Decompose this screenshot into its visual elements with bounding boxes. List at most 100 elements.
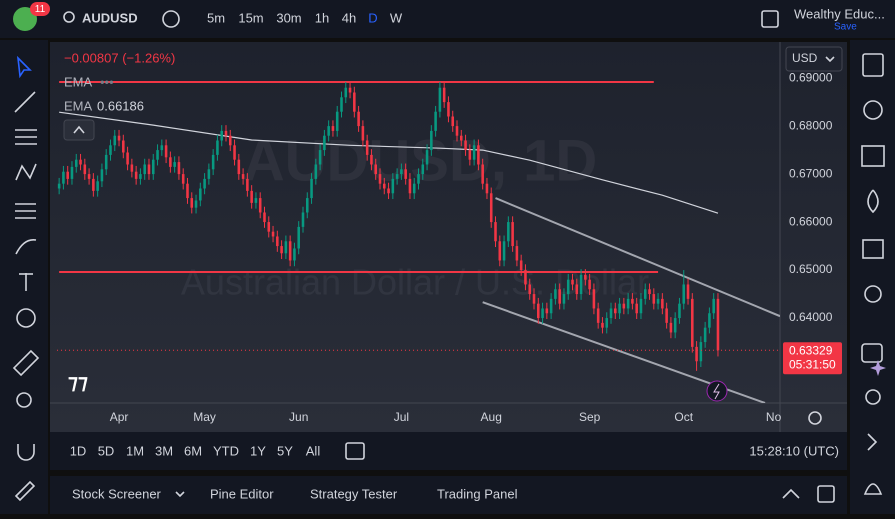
range-button[interactable]: 5D: [98, 443, 115, 458]
panel-collapse[interactable]: [782, 488, 800, 499]
candle-body: [348, 87, 352, 93]
candle-body: [169, 157, 172, 167]
watermark-subtitle: Australian Dollar / U.S. Dollar: [181, 262, 649, 303]
candle-body: [181, 174, 185, 184]
indicator-menu[interactable]: •••: [100, 74, 114, 89]
interval[interactable]: W: [390, 10, 403, 25]
panel-tab[interactable]: Pine Editor: [210, 486, 274, 501]
candle-body: [224, 130, 228, 136]
candle-body: [109, 145, 112, 155]
candle-body: [665, 308, 668, 323]
interval[interactable]: 5m: [207, 10, 225, 25]
interval[interactable]: D: [368, 10, 377, 25]
price-change: −0.00807 (−1.26%): [64, 50, 175, 65]
add-symbol[interactable]: [162, 10, 180, 28]
candle-body: [545, 308, 549, 314]
candle-body: [113, 135, 117, 146]
candle-body: [374, 164, 378, 175]
range-button[interactable]: 3M: [155, 443, 173, 458]
last-price-tag: [783, 342, 842, 375]
currency-select[interactable]: [785, 46, 843, 72]
candle-body: [678, 303, 681, 319]
candle-body: [425, 150, 429, 165]
tab-caret[interactable]: [175, 491, 185, 498]
range-button[interactable]: All: [306, 443, 321, 458]
candle-body: [340, 97, 343, 112]
indicator-name[interactable]: EMA: [64, 74, 93, 89]
currency[interactable]: USD: [792, 51, 818, 65]
ai-icon[interactable]: [870, 360, 886, 376]
layout-icon[interactable]: [761, 10, 779, 28]
candle-body: [494, 222, 497, 242]
range-button[interactable]: 1Y: [250, 443, 266, 458]
tv-logo: ⁊⁊: [68, 371, 88, 393]
bottom-panel: [50, 476, 847, 514]
candle-body: [241, 174, 245, 179]
candle-body: [485, 183, 489, 194]
panel-maximize[interactable]: [817, 485, 835, 503]
event-icon[interactable]: [706, 380, 728, 402]
candle-body: [515, 246, 519, 261]
candle-body: [57, 183, 61, 189]
left-toolbar: [0, 40, 48, 514]
range-button[interactable]: 5Y: [277, 443, 293, 458]
candle-body: [691, 298, 694, 347]
candle-body: [464, 140, 467, 151]
candle-body: [361, 126, 365, 141]
candle-body: [297, 226, 300, 249]
watermark-title: AUDUSD, 1D: [243, 128, 598, 193]
candle-body: [344, 87, 348, 98]
symbol[interactable]: AUDUSD: [82, 10, 138, 25]
search-icon[interactable]: [63, 11, 75, 23]
panel-tab[interactable]: Strategy Tester: [310, 486, 398, 501]
candle-body: [643, 289, 647, 299]
candle-body: [258, 198, 262, 213]
candle-body: [455, 126, 459, 136]
interval[interactable]: 1h: [315, 10, 329, 25]
plot: [57, 80, 780, 403]
candle-body: [207, 169, 211, 179]
candle-body: [83, 164, 87, 175]
badge: [30, 2, 50, 16]
range-button[interactable]: 6M: [184, 443, 202, 458]
candle-body: [335, 111, 339, 131]
panel-tab[interactable]: Trading Panel: [437, 486, 518, 501]
candle-body: [592, 289, 596, 309]
range-button[interactable]: 1M: [126, 443, 144, 458]
candle-body: [477, 145, 480, 165]
x-tick-label: May: [193, 410, 216, 424]
interval[interactable]: 30m: [276, 10, 301, 25]
candle-body: [408, 178, 412, 194]
save-label[interactable]: Save: [834, 22, 857, 33]
candle-body: [139, 174, 142, 179]
candle-body: [228, 135, 232, 146]
candle-body: [199, 188, 202, 201]
y-tick-label: 0.66000: [789, 214, 833, 228]
x-tick-label: Aug: [481, 410, 502, 424]
range-bar: [50, 432, 847, 470]
range-button[interactable]: 1D: [70, 443, 87, 458]
candle-body: [596, 308, 600, 323]
panel-tab[interactable]: Stock Screener: [72, 486, 162, 501]
candle-body: [451, 116, 455, 127]
date-range-icon[interactable]: [345, 442, 365, 460]
candle-body: [143, 164, 146, 175]
avatar[interactable]: [13, 7, 37, 31]
candle-body: [314, 164, 318, 179]
indicator-name[interactable]: EMA: [64, 98, 93, 113]
candle-body: [481, 164, 484, 184]
candle-body: [708, 313, 711, 328]
candle-body: [541, 308, 544, 319]
candle-body: [147, 164, 151, 175]
candle-body: [271, 231, 275, 237]
account-name[interactable]: Wealthy Educ...: [794, 6, 885, 21]
candle-body: [122, 140, 125, 153]
range-button[interactable]: YTD: [213, 443, 239, 458]
candle-body: [100, 169, 104, 182]
settings-icon[interactable]: [808, 411, 822, 425]
interval[interactable]: 15m: [238, 10, 263, 25]
candle-body: [79, 159, 82, 165]
collapse-legend[interactable]: [63, 119, 95, 141]
candle-body: [631, 298, 634, 304]
interval[interactable]: 4h: [342, 10, 356, 25]
